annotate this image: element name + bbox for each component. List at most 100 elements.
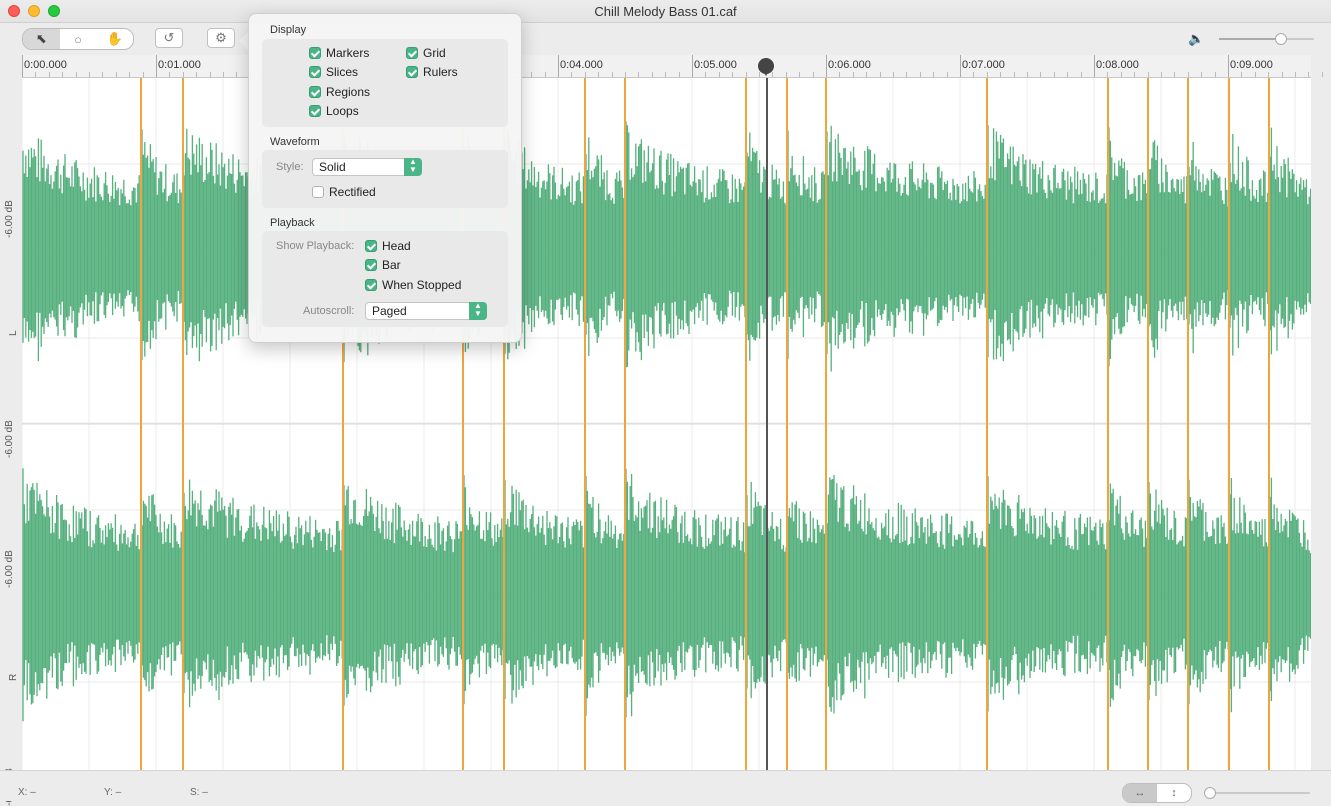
speaker-icon: 🔈 xyxy=(1188,31,1205,46)
tool-segmented-control[interactable]: ⬉ ○ ✋ xyxy=(22,28,134,50)
minimize-button[interactable] xyxy=(28,5,40,17)
ruler-minor-tick xyxy=(1080,72,1082,77)
slice-marker xyxy=(182,78,184,770)
autoscroll-value: Paged xyxy=(372,304,407,318)
ruler-major-tick xyxy=(1094,55,1095,77)
when-stopped-checkbox[interactable]: When Stopped xyxy=(365,278,461,292)
ruler-minor-tick xyxy=(812,72,814,77)
ruler-minor-tick xyxy=(946,72,948,77)
zoom-tool-icon[interactable]: ○ xyxy=(74,31,82,47)
loops-check[interactable] xyxy=(309,105,321,117)
regions-check[interactable] xyxy=(309,86,321,98)
ruler-minor-tick xyxy=(1013,72,1015,77)
ruler-major-tick xyxy=(22,55,23,77)
grid-check[interactable] xyxy=(406,47,418,59)
ruler-minor-tick xyxy=(182,72,184,77)
ruler-minor-tick xyxy=(1174,72,1176,77)
slice-marker xyxy=(503,78,505,770)
ruler-minor-tick xyxy=(933,72,935,77)
ruler-minor-tick xyxy=(1161,72,1162,77)
waveform-svg xyxy=(22,78,1311,770)
ruler-minor-tick xyxy=(1295,72,1296,77)
volume-slider[interactable] xyxy=(1219,33,1314,45)
ruler-minor-tick xyxy=(196,72,198,77)
slice-marker xyxy=(786,78,788,770)
show-playback-label: Show Playback: xyxy=(276,240,355,252)
ruler-minor-tick xyxy=(48,72,50,77)
waveform-view[interactable] xyxy=(22,78,1311,770)
time-ruler[interactable]: 0:00.0000:01.0000:02.0000:03.0000:04.000… xyxy=(22,55,1323,78)
rulers-check[interactable] xyxy=(406,66,418,78)
ruler-minor-tick xyxy=(745,72,747,77)
display-settings-button[interactable]: ⚙ xyxy=(207,28,235,48)
ruler-major-tick xyxy=(692,55,693,77)
markers-check[interactable] xyxy=(309,47,321,59)
slice-marker xyxy=(1268,78,1270,770)
slice-marker xyxy=(462,78,464,770)
slices-check[interactable] xyxy=(309,66,321,78)
pointer-tool-icon[interactable]: ⬉ xyxy=(23,29,60,49)
ruler-minor-tick xyxy=(1187,72,1189,77)
style-popup[interactable]: Solid ▲ ▼ xyxy=(312,158,422,176)
popover-arrow xyxy=(239,32,248,50)
ruler-minor-tick xyxy=(625,72,626,77)
grid-checkbox[interactable]: Grid xyxy=(406,46,446,60)
slices-checkbox[interactable]: Slices xyxy=(309,65,358,79)
style-label: Style: xyxy=(276,161,304,173)
horizontal-zoom-icon[interactable]: ↔ xyxy=(1123,784,1157,802)
bar-checkbox[interactable]: Bar xyxy=(365,258,401,272)
ruler-minor-tick xyxy=(1053,72,1055,77)
amplitude-scale: -6.00 dB L -6.00 dB -6.00 dB R -6.00 dB xyxy=(0,78,22,806)
ruler-minor-tick xyxy=(732,72,734,77)
window-title: Chill Melody Bass 01.caf xyxy=(594,4,737,19)
ruler-major-tick xyxy=(826,55,827,77)
slice-marker xyxy=(1147,78,1149,770)
ruler-minor-tick xyxy=(531,72,533,77)
ruler-minor-tick xyxy=(611,72,613,77)
rectified-checkbox[interactable]: Rectified xyxy=(312,185,376,199)
head-check[interactable] xyxy=(365,240,377,252)
loops-label: Loops xyxy=(326,104,359,118)
regions-label: Regions xyxy=(326,85,371,99)
zoom-slider[interactable] xyxy=(1204,787,1310,799)
when-stopped-check[interactable] xyxy=(365,279,377,291)
ruler-minor-tick xyxy=(115,72,117,77)
waveform-section-title: Waveform xyxy=(270,136,320,148)
ruler-label: 0:06.000 xyxy=(828,59,871,71)
markers-checkbox[interactable]: Markers xyxy=(309,46,369,60)
playhead-handle[interactable] xyxy=(758,58,774,76)
slices-label: Slices xyxy=(326,65,359,79)
ruler-minor-tick xyxy=(852,72,854,77)
regions-checkbox[interactable]: Regions xyxy=(309,85,370,99)
autoscroll-popup[interactable]: Paged ▲ ▼ xyxy=(365,302,487,320)
ruler-minor-tick xyxy=(799,72,801,77)
zoom-button[interactable] xyxy=(48,5,60,17)
zoom-slider-knob[interactable] xyxy=(1204,787,1216,799)
ruler-label: 0:05.000 xyxy=(694,59,737,71)
loops-checkbox[interactable]: Loops xyxy=(309,104,359,118)
rectified-check[interactable] xyxy=(312,186,324,198)
slice-marker xyxy=(825,78,827,770)
ruler-minor-tick xyxy=(1281,72,1283,77)
close-button[interactable] xyxy=(8,5,20,17)
bar-label: Bar xyxy=(382,258,401,272)
ruler-minor-tick xyxy=(1254,72,1256,77)
db-label-top-r: -6.00 dB xyxy=(4,550,15,588)
volume-slider-knob[interactable] xyxy=(1274,33,1287,45)
playback-options-box: Show Playback: Head Bar When Stopped Aut… xyxy=(262,231,508,327)
ruler-label: 0:04.000 xyxy=(560,59,603,71)
toolbar: ⬉ ○ ✋ ↺ ⚙ 🔈 xyxy=(0,23,1331,55)
zoom-axis-control[interactable]: ↔ ↕ xyxy=(1122,783,1192,803)
rulers-checkbox[interactable]: Rulers xyxy=(406,65,458,79)
ruler-minor-tick xyxy=(584,72,586,77)
volume-slider-fill xyxy=(1219,38,1280,40)
undo-button[interactable]: ↺ xyxy=(155,28,183,48)
ruler-label: 0:01.000 xyxy=(158,59,201,71)
head-checkbox[interactable]: Head xyxy=(365,239,411,253)
ruler-minor-tick xyxy=(598,72,600,77)
hand-tool-icon[interactable]: ✋ xyxy=(106,31,123,46)
ruler-minor-tick xyxy=(169,72,171,77)
vertical-zoom-icon[interactable]: ↕ xyxy=(1171,787,1177,799)
bar-check[interactable] xyxy=(365,259,377,271)
rectified-label: Rectified xyxy=(329,185,376,199)
